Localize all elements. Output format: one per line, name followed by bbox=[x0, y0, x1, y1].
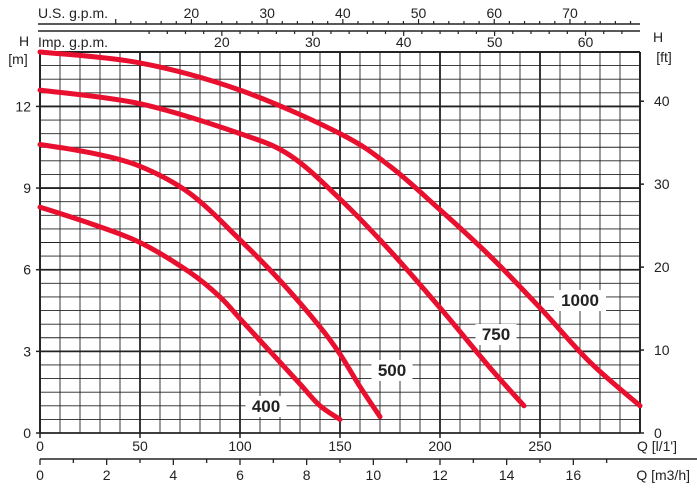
right-axis-tick-label: 0 bbox=[654, 425, 662, 441]
pump-curves bbox=[37, 49, 643, 422]
us-gpm-axis-title: U.S. g.p.m. bbox=[38, 5, 108, 21]
curve-label-500: 500 bbox=[378, 361, 406, 380]
m3h-axis-tick-label: 12 bbox=[432, 467, 448, 483]
right-axis-tick-label: 10 bbox=[654, 342, 670, 358]
m3h-axis-tick-label: 0 bbox=[36, 467, 44, 483]
right-axis-title: H bbox=[653, 29, 663, 45]
us-gpm-tick-label: 50 bbox=[411, 5, 427, 21]
m3h-axis-title: Q [m3/h] bbox=[636, 467, 690, 483]
right-axis-tick-label: 40 bbox=[654, 93, 670, 109]
us-gpm-tick-label: 30 bbox=[259, 5, 275, 21]
us-gpm-tick-label: 60 bbox=[486, 5, 502, 21]
right-axis-unit: [ft] bbox=[656, 49, 672, 65]
left-axis-tick-label: 6 bbox=[23, 262, 31, 278]
curve-1000 bbox=[37, 49, 643, 409]
us-gpm-tick-label: 40 bbox=[335, 5, 351, 21]
curve-label-1000: 1000 bbox=[561, 291, 599, 310]
m3h-axis-tick-label: 2 bbox=[103, 467, 111, 483]
curve-label-bg bbox=[245, 396, 287, 417]
left-axis-tick-label: 0 bbox=[23, 425, 31, 441]
m3h-axis-tick-label: 4 bbox=[169, 467, 177, 483]
right-axis-tick-label: 30 bbox=[654, 176, 670, 192]
m3h-axis-tick-label: 10 bbox=[366, 467, 382, 483]
x-axis-tick-label: 200 bbox=[428, 438, 452, 454]
left-axis-title: H bbox=[19, 33, 29, 49]
curve-500 bbox=[37, 142, 383, 420]
x-axis-tick-label: 0 bbox=[36, 438, 44, 454]
imp-gpm-tick-label: 40 bbox=[396, 34, 412, 50]
right-axis-tick-label: 20 bbox=[654, 259, 670, 275]
x-axis-title: Q [l/1'] bbox=[637, 438, 677, 454]
curve-750 bbox=[37, 87, 527, 409]
us-gpm-tick-label: 20 bbox=[184, 5, 200, 21]
imp-gpm-tick-label: 20 bbox=[214, 34, 230, 50]
left-axis-unit: [m] bbox=[8, 51, 27, 67]
x-axis-tick-label: 250 bbox=[528, 438, 552, 454]
imp-gpm-tick-label: 50 bbox=[487, 34, 503, 50]
m3h-axis-tick-label: 8 bbox=[303, 467, 311, 483]
us-gpm-tick-label: 70 bbox=[562, 5, 578, 21]
imp-gpm-tick-label: 30 bbox=[305, 34, 321, 50]
left-axis-tick-label: 9 bbox=[23, 180, 31, 196]
curve-label-bg bbox=[371, 360, 413, 381]
m3h-axis-tick-label: 14 bbox=[499, 467, 515, 483]
curve-label-bg bbox=[554, 290, 606, 311]
x-axis-tick-label: 100 bbox=[228, 438, 252, 454]
left-axis-tick-label: 3 bbox=[23, 343, 31, 359]
x-axis-tick-label: 50 bbox=[132, 438, 148, 454]
curve-400 bbox=[37, 204, 343, 422]
curve-label-750: 750 bbox=[482, 325, 510, 344]
left-axis-tick-label: 12 bbox=[15, 98, 31, 114]
curve-label-400: 400 bbox=[252, 397, 280, 416]
curve-label-bg bbox=[475, 324, 517, 345]
m3h-axis-tick-label: 6 bbox=[236, 467, 244, 483]
grid bbox=[39, 51, 641, 434]
x-axis-tick-label: 150 bbox=[328, 438, 352, 454]
imp-gpm-tick-label: 60 bbox=[578, 34, 594, 50]
imp-gpm-axis-title: Imp. g.p.m. bbox=[38, 34, 108, 50]
m3h-axis-tick-label: 16 bbox=[566, 467, 582, 483]
